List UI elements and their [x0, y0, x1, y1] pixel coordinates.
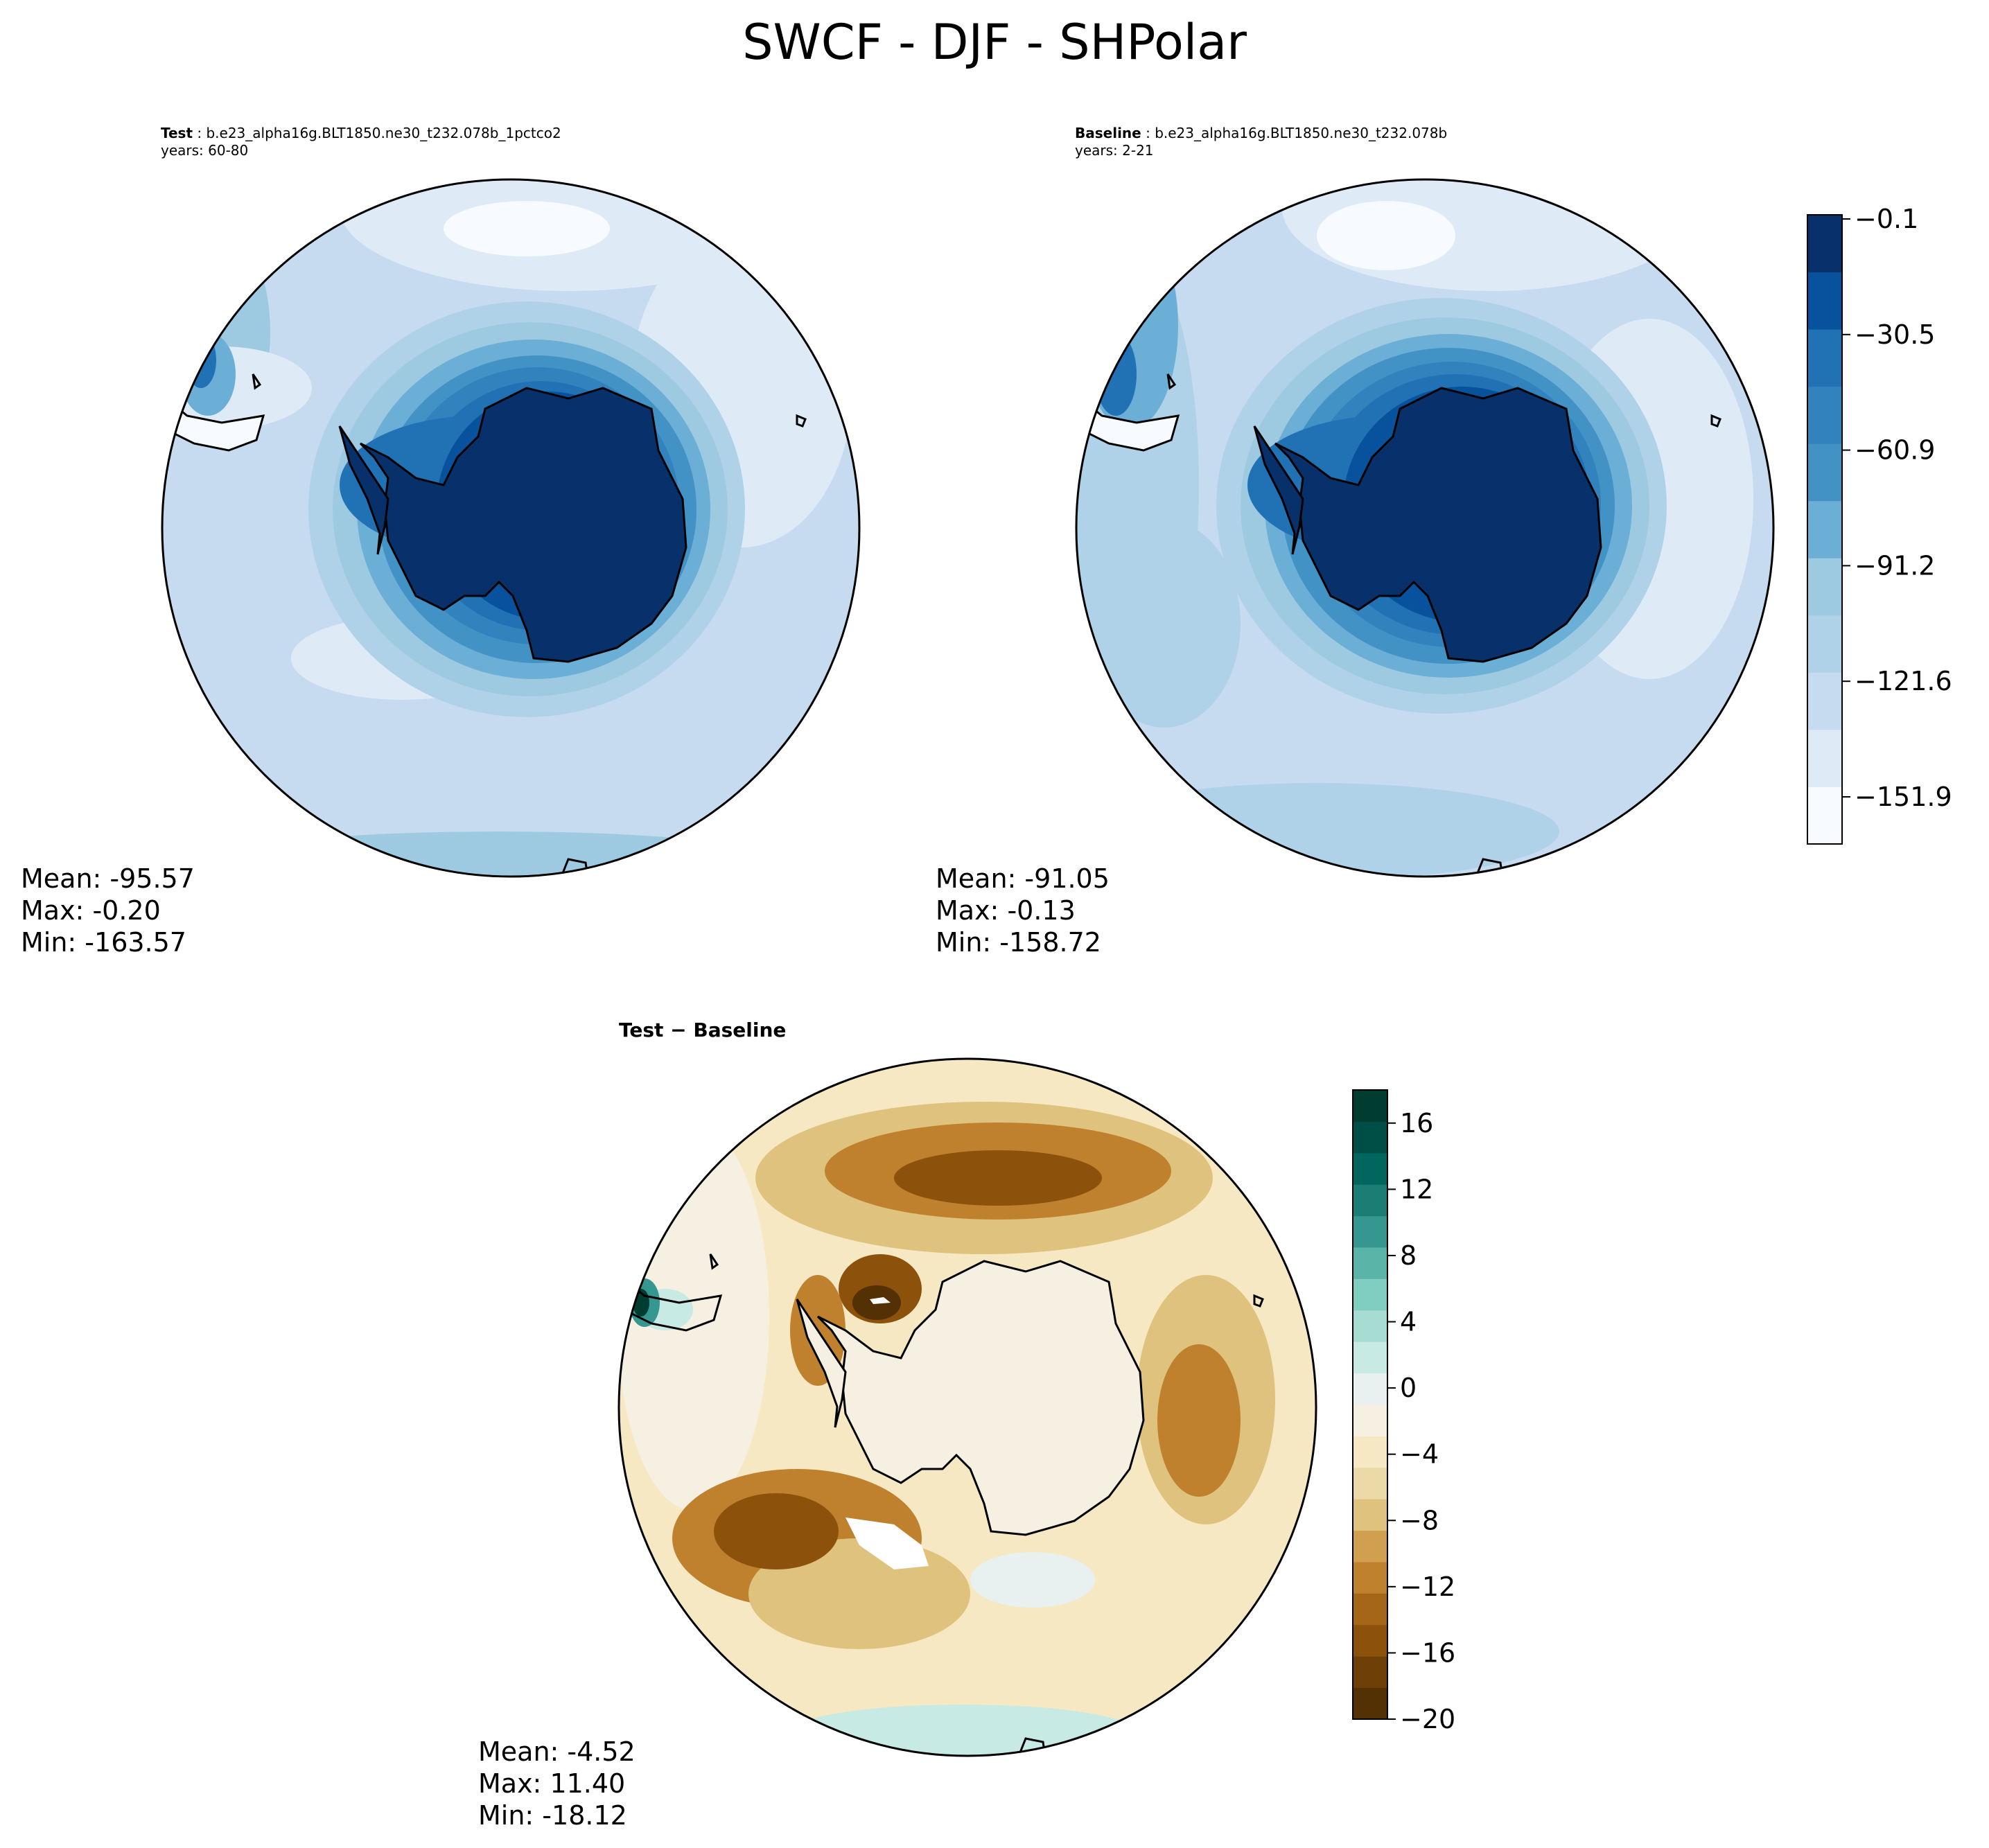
test-stats: Mean: -95.57 Max: -0.20 Min: -163.57	[21, 863, 195, 958]
difference-colorbar-level	[1353, 1152, 1387, 1185]
difference-colorbar-level	[1353, 1121, 1387, 1154]
difference-colorbar-level	[1353, 1499, 1387, 1531]
figure-title: SWCF - DJF - SHPolar	[742, 14, 1247, 71]
difference-colorbar-tick-label: 16	[1400, 1108, 1433, 1138]
difference-colorbar-level	[1353, 1687, 1387, 1720]
baseline-colorbar-level	[1807, 615, 1842, 673]
difference-colorbar: 16 12 8 4 0 −4 −8 −12 −16 −20	[1352, 1089, 1455, 1734]
baseline-colorbar-level	[1807, 215, 1842, 273]
baseline-colorbar-level	[1807, 272, 1842, 330]
difference-map	[617, 1057, 1317, 1757]
test-panel-header: Test : b.e23_alpha16g.BLT1850.ne30_t232.…	[161, 125, 561, 159]
difference-max: Max: 11.40	[478, 1768, 626, 1799]
baseline-case: b.e23_alpha16g.BLT1850.ne30_t232.078b	[1155, 125, 1448, 141]
difference-colorbar-tick-label: −8	[1400, 1505, 1439, 1535]
difference-colorbar-tick-label: −20	[1400, 1704, 1455, 1734]
difference-colorbar-tick-label: 12	[1400, 1174, 1433, 1204]
test-min: Min: -163.57	[21, 927, 186, 958]
baseline-colorbar-tick-label: −91.2	[1855, 550, 1935, 581]
baseline-colorbar-level	[1807, 443, 1842, 502]
baseline-min: Min: -158.72	[936, 927, 1101, 958]
difference-colorbar-level	[1353, 1215, 1387, 1248]
difference-colorbar-tick-label: −12	[1400, 1572, 1455, 1602]
baseline-years: years: 2-21	[1075, 142, 1154, 159]
baseline-colorbar-level	[1807, 500, 1842, 558]
difference-colorbar-level	[1353, 1562, 1387, 1594]
difference-colorbar-level	[1353, 1436, 1387, 1468]
baseline-colorbar-tick-label: −60.9	[1855, 435, 1935, 466]
baseline-colorbar-level	[1807, 786, 1842, 845]
baseline-colorbar-level	[1807, 729, 1842, 787]
difference-title: Test − Baseline	[619, 1019, 787, 1041]
difference-colorbar-level	[1353, 1624, 1387, 1657]
difference-colorbar-level	[1353, 1656, 1387, 1689]
baseline-colorbar: −0.1 −30.5 −60.9 −91.2 −121.6 −151.9	[1807, 204, 1952, 845]
difference-colorbar-tick-label: 0	[1400, 1373, 1417, 1403]
baseline-colorbar-level	[1807, 386, 1842, 444]
baseline-panel-header: Baseline : b.e23_alpha16g.BLT1850.ne30_t…	[1075, 125, 1448, 159]
difference-colorbar-level	[1353, 1593, 1387, 1626]
test-case: b.e23_alpha16g.BLT1850.ne30_t232.078b_1p…	[206, 125, 561, 141]
difference-colorbar-level	[1353, 1405, 1387, 1436]
difference-colorbar-level	[1353, 1373, 1387, 1405]
baseline-colorbar-level	[1807, 672, 1842, 730]
test-mean: Mean: -95.57	[21, 863, 195, 894]
difference-colorbar-level	[1353, 1247, 1387, 1279]
baseline-mean: Mean: -91.05	[936, 863, 1110, 894]
difference-colorbar-level	[1353, 1310, 1387, 1342]
difference-colorbar-level	[1353, 1341, 1387, 1374]
baseline-colorbar-tick-label: −151.9	[1855, 782, 1952, 812]
test-max: Max: -0.20	[21, 895, 161, 926]
baseline-colorbar-tick-label: −30.5	[1855, 319, 1935, 350]
baseline-stats: Mean: -91.05 Max: -0.13 Min: -158.72	[936, 863, 1110, 958]
difference-colorbar-level	[1353, 1278, 1387, 1311]
difference-min: Min: -18.12	[478, 1800, 627, 1831]
baseline-colorbar-level	[1807, 329, 1842, 387]
difference-colorbar-tick-label: 8	[1400, 1240, 1417, 1271]
difference-colorbar-tick-label: −16	[1400, 1637, 1455, 1668]
baseline-colorbar-tick-label: −121.6	[1855, 666, 1952, 696]
test-years: years: 60-80	[161, 142, 249, 159]
difference-stats: Mean: -4.52 Max: 11.40 Min: -18.12	[478, 1736, 636, 1831]
test-map	[161, 178, 861, 878]
difference-colorbar-tick-label: −4	[1400, 1439, 1439, 1470]
difference-colorbar-level	[1353, 1090, 1387, 1122]
difference-colorbar-level	[1353, 1467, 1387, 1499]
baseline-max: Max: -0.13	[936, 895, 1076, 926]
baseline-label: Baseline	[1075, 125, 1141, 141]
difference-colorbar-tick-label: 4	[1400, 1307, 1417, 1337]
baseline-colorbar-level	[1807, 558, 1842, 616]
test-label: Test	[161, 125, 193, 141]
difference-colorbar-level	[1353, 1530, 1387, 1563]
baseline-colorbar-tick-label: −0.1	[1855, 204, 1918, 234]
difference-mean: Mean: -4.52	[478, 1736, 636, 1767]
difference-colorbar-level	[1353, 1184, 1387, 1217]
baseline-map	[1075, 178, 1775, 878]
